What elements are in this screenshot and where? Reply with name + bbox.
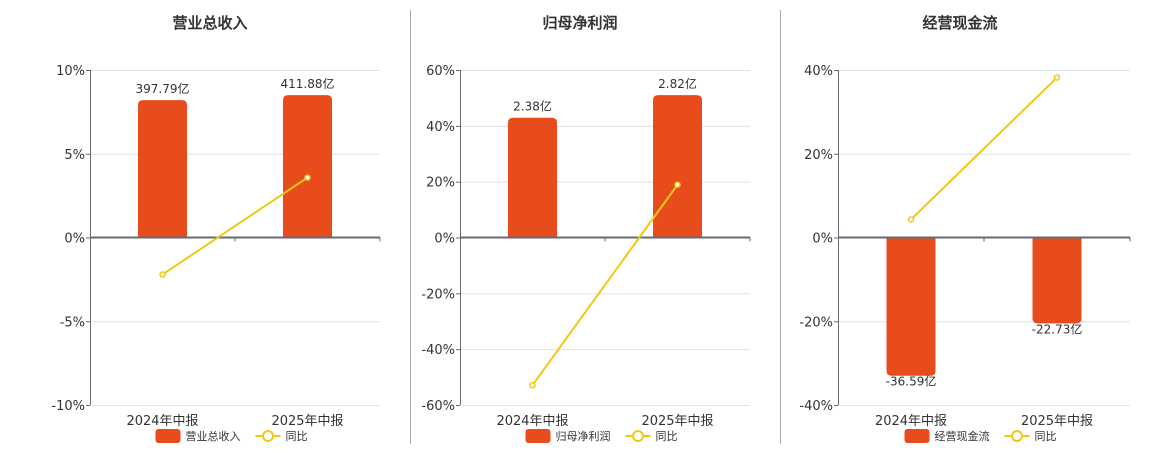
legend-line-marker-icon <box>632 430 644 442</box>
bar[interactable] <box>1032 237 1082 324</box>
x-category-label: 2025年中报 <box>1021 414 1093 429</box>
chart-title: 经营现金流 <box>922 14 997 32</box>
y-tick-label: -5% <box>60 315 85 330</box>
y-tick-label: -20% <box>421 287 455 302</box>
bar-value-label: -36.59亿 <box>886 374 937 389</box>
y-tick-label: 40% <box>426 120 455 135</box>
x-category-label: 2025年中报 <box>641 414 713 429</box>
legend-bar-swatch-icon[interactable] <box>155 429 181 443</box>
y-tick-label: 0% <box>64 232 85 247</box>
y-tick-label: -40% <box>421 343 455 358</box>
bar-value-label: 2.82亿 <box>658 76 697 91</box>
x-category-label: 2024年中报 <box>496 414 568 429</box>
chart-panel-3: 经营现金流 40% 20% 0% -20% -40% -36.59亿 -22.73亿 2024年… <box>799 14 1131 443</box>
y-tick-label: 40% <box>804 64 833 79</box>
y-tick-label: 60% <box>426 64 455 79</box>
x-category-label: 2024年中报 <box>126 414 198 429</box>
yoy-point[interactable] <box>674 181 681 188</box>
yoy-line <box>910 76 1058 221</box>
yoy-point[interactable] <box>304 174 311 181</box>
legend-bar-swatch-icon[interactable] <box>904 429 930 443</box>
legend-line-label[interactable]: 同比 <box>1035 430 1057 443</box>
y-tick-label: -60% <box>421 399 455 414</box>
bar-value-label: 397.79亿 <box>136 81 190 96</box>
y-tick-label: 10% <box>56 64 85 79</box>
legend: 营业总收入 同比 <box>155 429 308 443</box>
legend-bar-swatch-icon[interactable] <box>525 429 551 443</box>
legend: 经营现金流 同比 <box>904 429 1057 443</box>
x-category-label: 2024年中报 <box>875 414 947 429</box>
y-tick-label: -20% <box>799 315 833 330</box>
yoy-point[interactable] <box>529 381 536 389</box>
bar[interactable] <box>886 237 936 376</box>
y-tick-label: 0% <box>434 232 455 247</box>
chart-title: 营业总收入 <box>172 14 247 32</box>
legend-bar-label[interactable]: 归母净利润 <box>556 429 611 443</box>
y-tick-label: -10% <box>51 399 85 414</box>
y-tick-label: 20% <box>426 176 455 191</box>
bar[interactable] <box>508 117 557 238</box>
legend-bar-label[interactable]: 经营现金流 <box>935 429 990 443</box>
legend-line-marker-icon <box>1011 430 1023 442</box>
legend-line-label[interactable]: 同比 <box>656 430 678 443</box>
bar[interactable] <box>653 95 702 238</box>
bar[interactable] <box>283 95 332 238</box>
bar-value-label: -22.73亿 <box>1032 321 1083 336</box>
yoy-line <box>161 176 309 276</box>
legend-bar-label[interactable]: 营业总收入 <box>186 429 241 443</box>
yoy-line <box>531 184 679 386</box>
legend-line-label[interactable]: 同比 <box>286 430 308 443</box>
x-category-label: 2025年中报 <box>271 414 343 429</box>
y-tick-label: 20% <box>804 148 833 163</box>
y-tick-label: -40% <box>799 399 833 414</box>
bar[interactable] <box>138 100 187 238</box>
y-tick-label: 0% <box>812 232 833 247</box>
chart-title: 归母净利润 <box>542 14 617 32</box>
bar-value-label: 2.38亿 <box>513 99 552 114</box>
legend-line-marker-icon <box>262 430 274 442</box>
chart-panel-2: 归母净利润 60% 40% 20% 0% -20% -40% -60% 2.38亿 2.82亿 20… <box>421 14 751 443</box>
yoy-point[interactable] <box>1053 74 1061 81</box>
legend: 归母净利润 同比 <box>525 429 678 443</box>
yoy-point[interactable] <box>159 271 166 278</box>
chart-panel-1: 营业总收入 10% 5% 0% -5% -10% 397.79亿 411.88亿 2024年中报… <box>51 14 381 443</box>
yoy-point[interactable] <box>907 216 915 223</box>
bar-value-label: 411.88亿 <box>281 76 335 91</box>
y-tick-label: 5% <box>64 148 85 163</box>
